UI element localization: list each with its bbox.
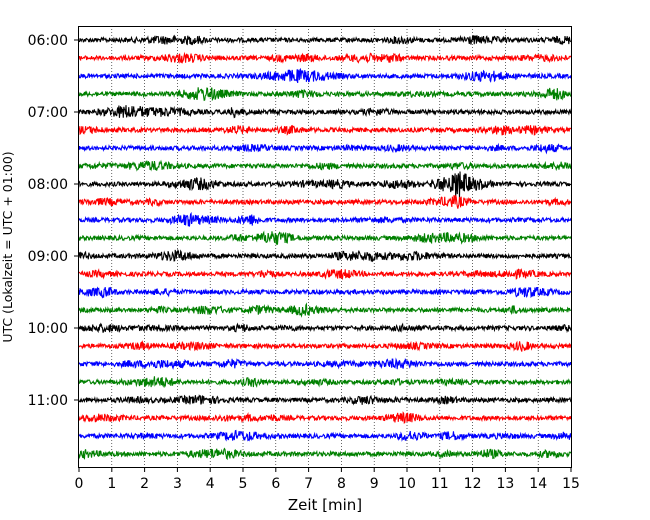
x-tick-label-1: 1 [107, 476, 116, 492]
trace-0800 [78, 171, 572, 198]
y-tick-label-0600: 06:00 [28, 33, 68, 49]
trace-0900 [78, 248, 572, 263]
trace-0830 [78, 211, 572, 227]
x-axis-title: Zeit [min] [288, 496, 362, 514]
y-tick-label-1000: 10:00 [28, 321, 68, 337]
x-tick-label-2: 2 [140, 476, 149, 492]
x-tick-label-4: 4 [206, 476, 215, 492]
plot-frame [78, 26, 572, 468]
trace-0630 [78, 67, 572, 83]
trace-0845 [78, 230, 572, 245]
trace-1100 [78, 394, 572, 406]
trace-0945 [78, 302, 572, 318]
x-tick-label-7: 7 [304, 476, 313, 492]
x-tick-label-6: 6 [271, 476, 280, 492]
trace-1030 [78, 357, 572, 370]
y-tick-label-0800: 08:00 [28, 177, 68, 193]
trace-0745 [78, 159, 572, 172]
x-axis: 0 1 2 3 4 5 6 7 8 9 10 11 12 13 14 15 [75, 467, 580, 492]
x-tick-label-11: 11 [431, 476, 449, 492]
trace-1000 [78, 322, 572, 334]
x-tick-label-8: 8 [337, 476, 346, 492]
trace-0700 [78, 105, 572, 119]
y-tick-label-0700: 07:00 [28, 105, 68, 121]
x-tick-label-10: 10 [398, 476, 416, 492]
trace-0915 [78, 268, 572, 281]
x-tick-label-3: 3 [173, 476, 182, 492]
seismic-traces [78, 34, 572, 461]
x-tick-label-13: 13 [496, 476, 514, 492]
x-tick-label-14: 14 [529, 476, 547, 492]
y-tick-label-1100: 11:00 [28, 393, 68, 409]
x-tick-label-0: 0 [75, 476, 84, 492]
x-tick-label-5: 5 [239, 476, 248, 492]
y-axis: 06:00 07:00 08:00 09:00 10:00 11:00 [28, 33, 79, 409]
trace-0730 [78, 142, 572, 155]
x-tick-label-12: 12 [464, 476, 482, 492]
trace-0600 [78, 34, 572, 46]
trace-1045 [78, 376, 572, 389]
trace-1145 [78, 447, 572, 461]
trace-0615 [78, 51, 572, 65]
trace-1015 [78, 340, 572, 352]
x-tick-label-9: 9 [370, 476, 379, 492]
x-tick-label-15: 15 [562, 476, 580, 492]
trace-0715 [78, 124, 572, 136]
trace-1130 [78, 429, 572, 442]
trace-1115 [78, 411, 572, 424]
y-axis-title: UTC (Lokalzeit = UTC + 01:00) [0, 151, 15, 342]
trace-0815 [78, 195, 572, 209]
trace-0645 [78, 87, 572, 102]
y-tick-label-0900: 09:00 [28, 249, 68, 265]
trace-0930 [78, 286, 572, 299]
